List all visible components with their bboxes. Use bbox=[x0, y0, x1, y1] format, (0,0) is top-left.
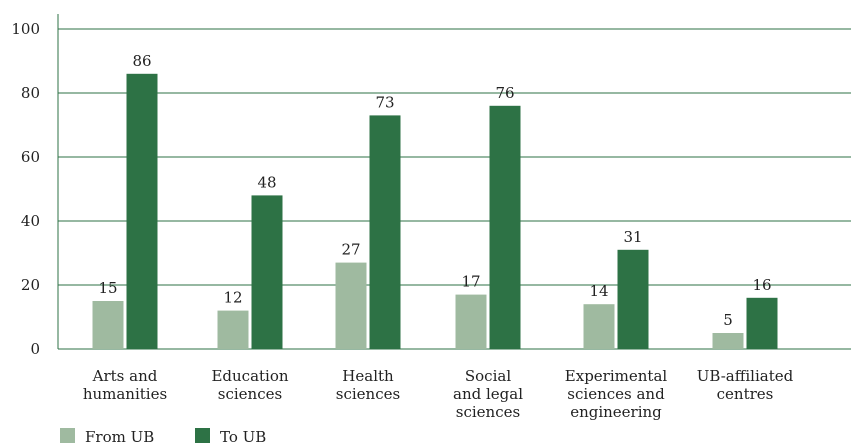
data-label-from-ub-2: 27 bbox=[341, 241, 360, 259]
category-label-line: Arts and bbox=[92, 367, 158, 385]
category-label-line: Social bbox=[465, 367, 511, 385]
gridlines bbox=[58, 28, 851, 350]
legend-label-to-ub: To UB bbox=[220, 428, 266, 446]
data-label-to-ub-3: 76 bbox=[495, 84, 514, 102]
category-label-5: UB-affiliated centres bbox=[697, 367, 794, 403]
bar-to-ub-2 bbox=[369, 115, 401, 350]
y-tick-label-20: 20 bbox=[21, 276, 40, 294]
y-tick-label-60: 60 bbox=[21, 148, 40, 166]
bar-to-ub-1 bbox=[251, 195, 283, 349]
category-label-line: Health bbox=[342, 367, 394, 385]
bar-from-ub-5 bbox=[712, 333, 744, 349]
data-label-from-ub-3: 17 bbox=[461, 273, 480, 291]
data-label-to-ub-5: 16 bbox=[752, 276, 771, 294]
category-label-line: and legal bbox=[453, 385, 523, 403]
category-label-line: sciences bbox=[218, 385, 282, 403]
legend: From UB To UB bbox=[60, 428, 266, 446]
category-label-line: sciences and bbox=[567, 385, 665, 403]
category-label-0: Arts and humanities bbox=[83, 367, 167, 403]
data-label-to-ub-4: 31 bbox=[623, 228, 642, 246]
category-label-line: centres bbox=[717, 385, 774, 403]
category-label-line: humanities bbox=[83, 385, 167, 403]
data-label-from-ub-4: 14 bbox=[589, 282, 608, 300]
y-tick-label-40: 40 bbox=[21, 212, 40, 230]
category-label-line: engineering bbox=[570, 403, 662, 421]
bar-from-ub-3 bbox=[455, 294, 487, 349]
y-tick-label-80: 80 bbox=[21, 84, 40, 102]
y-tick-label-100: 100 bbox=[11, 20, 40, 38]
data-label-to-ub-1: 48 bbox=[257, 173, 276, 191]
data-label-from-ub-5: 5 bbox=[723, 311, 733, 329]
category-label-line: Experimental bbox=[565, 367, 668, 385]
bar-to-ub-3 bbox=[489, 105, 521, 349]
bar-from-ub-4 bbox=[583, 304, 615, 349]
category-label-1: Education sciences bbox=[211, 367, 288, 403]
bar-to-ub-0 bbox=[126, 73, 158, 350]
category-label-3: Social and legal sciences bbox=[453, 367, 523, 421]
category-label-line: UB-affiliated bbox=[697, 367, 794, 385]
category-label-line: Education bbox=[211, 367, 288, 385]
data-label-to-ub-2: 73 bbox=[375, 93, 394, 111]
data-label-from-ub-0: 15 bbox=[98, 279, 117, 297]
bar-from-ub-1 bbox=[217, 310, 249, 349]
bar-from-ub-0 bbox=[92, 301, 124, 349]
category-label-2: Health sciences bbox=[336, 367, 400, 403]
data-label-from-ub-1: 12 bbox=[223, 289, 242, 307]
bar-from-ub-2 bbox=[335, 262, 367, 349]
y-tick-label-0: 0 bbox=[30, 340, 40, 358]
bar-to-ub-5 bbox=[746, 297, 778, 349]
legend-swatch-to-ub bbox=[195, 428, 210, 443]
data-label-to-ub-0: 86 bbox=[132, 52, 151, 70]
category-label-line: sciences bbox=[456, 403, 520, 421]
legend-label-from-ub: From UB bbox=[85, 428, 154, 446]
category-label-line: sciences bbox=[336, 385, 400, 403]
y-axis-tick-labels: 0 20 40 60 80 100 bbox=[11, 20, 40, 358]
bar-to-ub-4 bbox=[617, 249, 649, 349]
bars bbox=[92, 73, 778, 350]
category-label-4: Experimental sciences and engineering bbox=[565, 367, 668, 421]
data-labels: 15 12 27 17 14 5 86 48 73 76 31 16 bbox=[98, 52, 771, 329]
legend-swatch-from-ub bbox=[60, 428, 75, 443]
